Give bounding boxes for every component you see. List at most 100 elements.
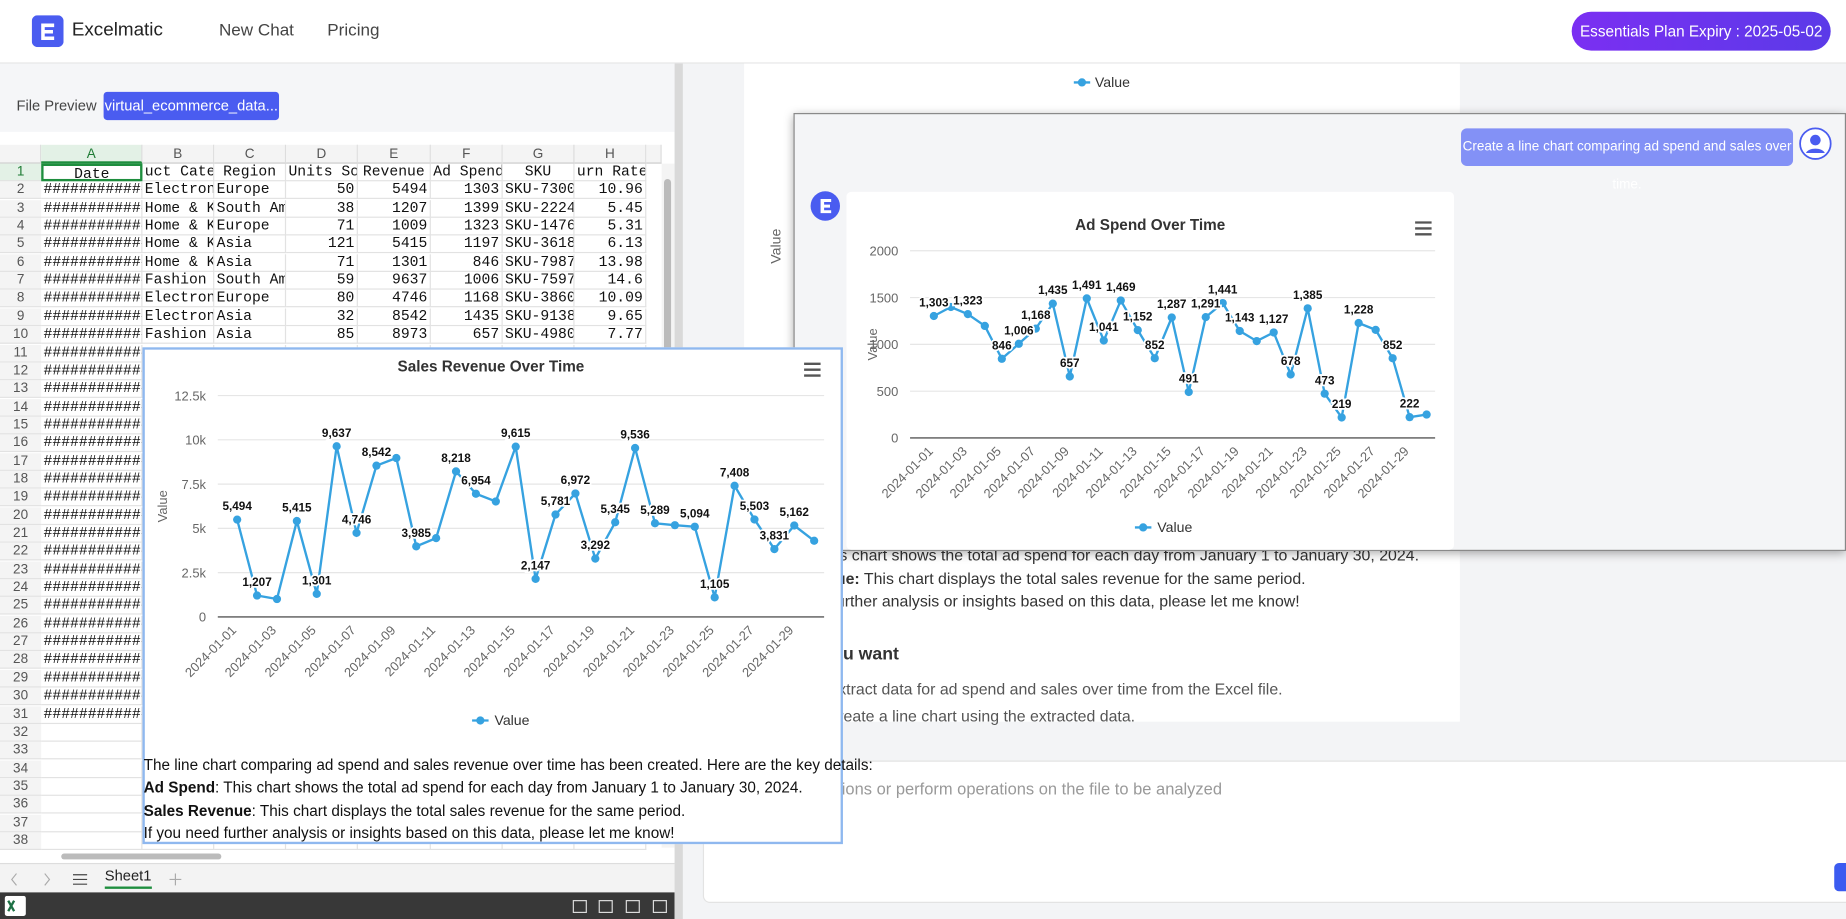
cell: ############ [41,235,143,254]
cell: 1006 [430,272,503,290]
data-point [392,453,401,463]
chat-input[interactable]: ions or perform operations on the file t… [702,760,1846,903]
data-point [997,354,1006,363]
data-point [963,310,972,319]
cell: SKU-2224 [502,199,575,218]
data-label: 1,127 [1259,313,1289,326]
data-point [252,591,262,600]
data-label: 9,536 [620,429,650,442]
cell: ############ [41,344,143,363]
chart-menu[interactable] [1415,221,1432,236]
legend-label: Value [1157,519,1192,535]
row-number: 32 [0,723,42,742]
data-label: 1,291 [1191,298,1221,311]
cell: SKU-7300 [502,181,575,200]
data-point [1116,296,1125,305]
column-header: F [430,144,503,164]
column-header: A [41,144,143,164]
data-point [1099,336,1108,345]
cell: SKU-7987 [502,254,575,272]
cell: Asia [214,308,287,326]
ad-panel: Create a line chart comparing ad spend a… [793,113,1846,551]
cell: ############ [41,543,143,561]
sales-panel: Sales Revenue Over Time Value 0 2.5k 5k 7.5k 1… [142,347,873,845]
data-label: 6,954 [461,474,491,487]
cell: ############ [41,217,143,236]
row-number: 4 [0,217,42,236]
input-placeholder: ions or perform operations on the file t… [841,779,1223,799]
cell: ############ [41,181,143,200]
cell: ############ [41,615,143,634]
file-preview-label: File Preview [16,97,97,115]
tab-icons [11,873,182,886]
data-label: 852 [1145,339,1165,352]
cell: Europe [214,290,287,308]
cell [41,796,143,814]
summary-text: : This chart shows the total ad spend fo… [215,778,803,797]
data-point [432,533,441,543]
nav-link[interactable]: Pricing [327,21,380,41]
data-point [352,528,361,537]
row-number: 21 [0,525,42,543]
cell: South Ame [214,272,287,290]
cell: ############ [41,633,143,652]
sheet-tab[interactable]: Sheet1 [104,868,152,889]
data-point [810,536,819,545]
nav-link[interactable]: New Chat [218,21,294,41]
data-point [1405,413,1414,422]
data-label: 5,094 [680,507,710,520]
file-chip[interactable]: virtual_ecommerce_data... [103,91,280,121]
cell: 1207 [357,199,431,218]
chart: Ad Spend Over Time Value 0 500 1000 1500 2000 2… [846,191,1454,550]
cell: ############ [41,452,143,471]
data-point [611,518,620,527]
bg-y-label: Value [767,228,785,264]
data-label: 1,152 [1123,311,1153,324]
row-number: 30 [0,687,42,706]
bg-text: ue: This chart displays the total sales … [836,570,1306,588]
data-point [1303,304,1312,313]
v-thumb [663,178,672,356]
data-label: 9,615 [501,427,531,440]
cell: Home & Ki [142,199,215,218]
data-point [272,594,282,604]
row-number: 14 [0,398,42,417]
data-point [1133,326,1142,335]
cell: SKU-7597 [502,272,575,290]
y-tick-label: 7.5k [182,477,207,492]
data-point [1167,313,1176,322]
cell [41,814,143,832]
cell: ############ [41,651,143,670]
cell: 5494 [357,181,431,200]
data-label: 4,746 [342,513,372,526]
y-tick-label: 10k [185,433,206,448]
send-button[interactable] [1834,862,1846,892]
legend-marker [476,716,485,725]
data-label: 5,781 [541,495,571,508]
cell [41,760,143,778]
data-label: 1,105 [700,578,730,591]
data-point [690,522,699,531]
status-icons [572,900,667,913]
cell: ############ [41,254,143,272]
cell: urn Rate (% [574,163,647,182]
data-point [630,443,640,453]
cell: 80 [286,290,358,308]
row-number: 8 [0,290,42,308]
column-header: H [574,144,647,164]
bg-heading: u want [842,643,899,664]
plan-button[interactable]: Essentials Plan Expiry : 2025-05-02 [1571,11,1831,51]
chart-menu[interactable] [804,362,821,377]
row-number: 19 [0,488,42,507]
data-point [710,593,719,602]
data-point [929,311,938,321]
data-label: 1,228 [1344,304,1374,317]
row-number: 33 [0,741,42,760]
row-number: 28 [0,651,42,670]
data-point [1150,354,1159,363]
legend-label: Value [494,712,529,728]
data-label: 1,323 [953,295,983,308]
bg-step: reate a line chart using the extracted d… [838,707,1136,726]
summary-outro: If you need further analysis or insights… [143,823,675,842]
row-number: 22 [0,543,42,561]
